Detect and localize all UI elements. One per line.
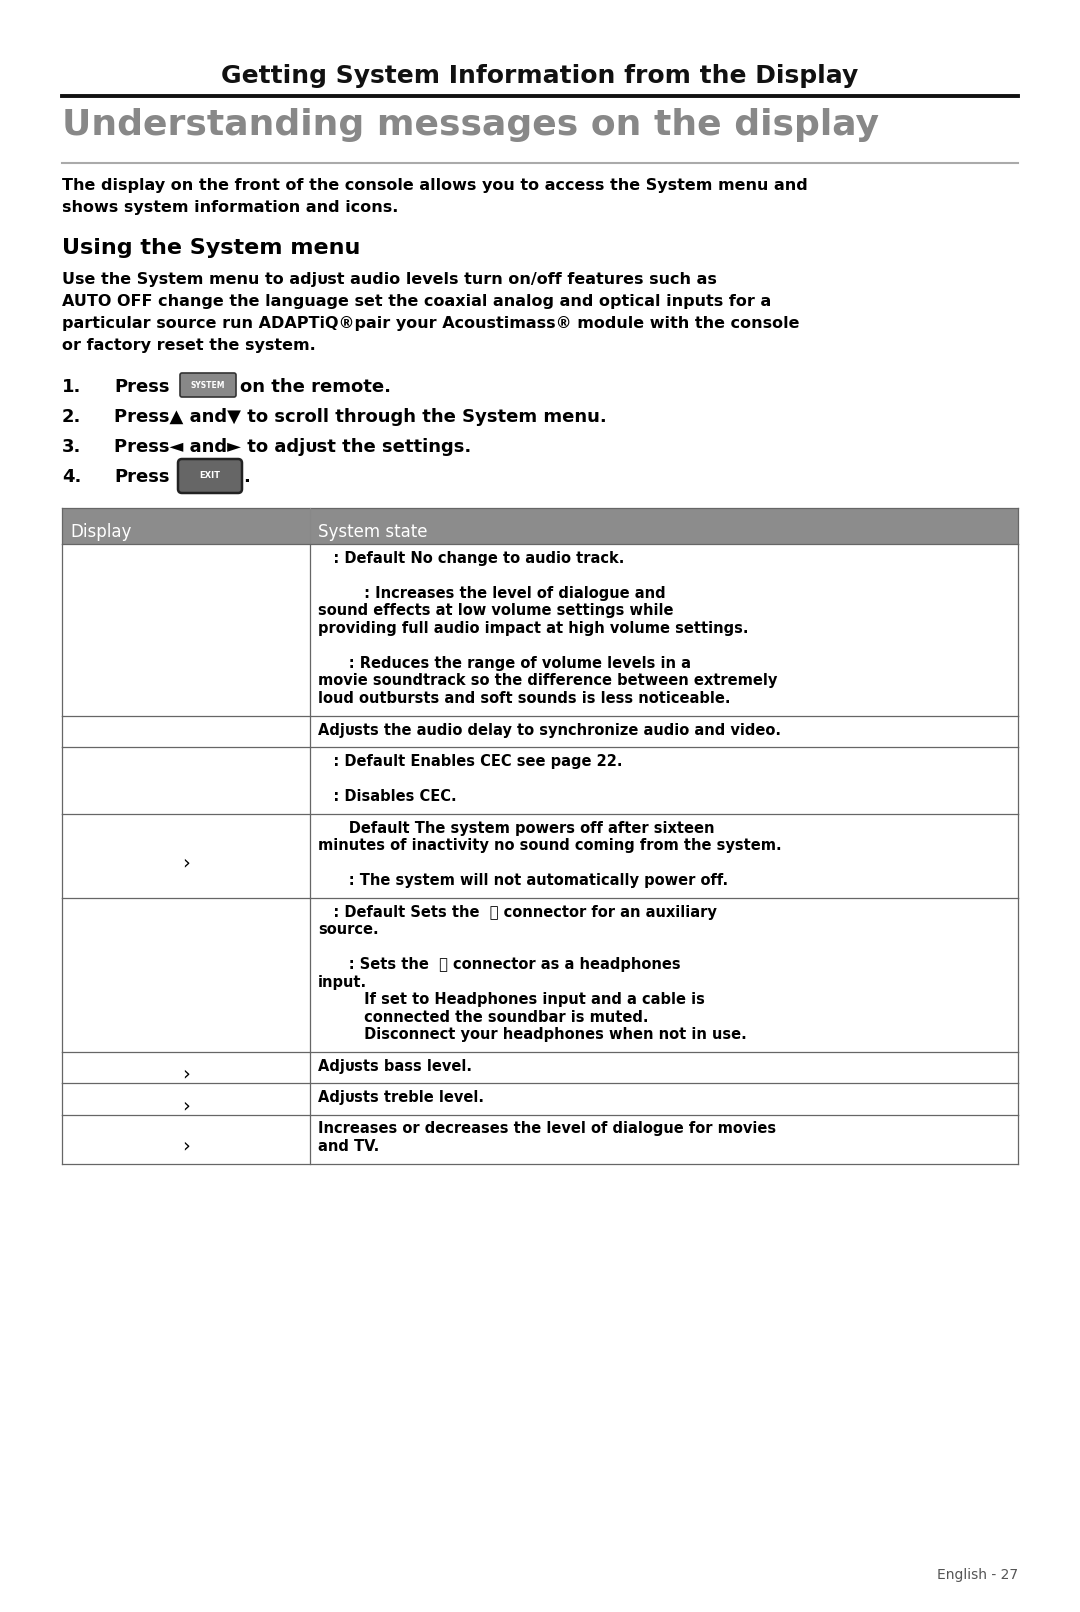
Text: ›: ›	[183, 1066, 190, 1083]
Text: movie soundtrack so the difference between extremely: movie soundtrack so the difference betwe…	[318, 674, 778, 688]
Text: Default The system powers off after sixteen: Default The system powers off after sixt…	[318, 821, 715, 835]
Text: ›: ›	[183, 1136, 190, 1156]
Text: and TV.: and TV.	[318, 1140, 379, 1154]
Text: or factory reset the system.: or factory reset the system.	[62, 339, 315, 353]
Bar	[62, 1114, 1018, 1164]
Bar	[62, 508, 1018, 543]
Text: : Increases the level of dialogue and: : Increases the level of dialogue and	[318, 587, 665, 601]
Text: .: .	[243, 467, 249, 485]
Text: Press: Press	[114, 467, 170, 485]
Text: : Reduces the range of volume levels in a: : Reduces the range of volume levels in …	[318, 656, 691, 671]
Text: System state: System state	[318, 522, 428, 542]
Text: Adjᴜsts the audio delay to synchronize audio and video.: Adjᴜsts the audio delay to synchronize a…	[318, 722, 781, 738]
Text: loud outbursts and soft sounds is less noticeable.: loud outbursts and soft sounds is less n…	[318, 692, 730, 706]
Text: : Disables CEC.: : Disables CEC.	[318, 788, 457, 804]
Text: Display: Display	[70, 522, 132, 542]
Text: 2.: 2.	[62, 408, 81, 426]
Text: 1.: 1.	[62, 377, 81, 397]
Text: : The system will not automatically power off.: : The system will not automatically powe…	[318, 874, 728, 888]
Bar	[62, 543, 1018, 716]
Text: particular source run ADAPTiQ®pair your Acoustimass® module with the console: particular source run ADAPTiQ®pair your …	[62, 316, 799, 330]
Text: SYSTEM: SYSTEM	[191, 380, 226, 390]
Text: The display on the front of the console allows you to access the System menu and: The display on the front of the console …	[62, 177, 808, 193]
Text: Increases or decreases the level of dialogue for movies: Increases or decreases the level of dial…	[318, 1122, 777, 1136]
Text: sound effects at low volume settings while: sound effects at low volume settings whi…	[318, 603, 674, 619]
Text: Press◄ and► to adjᴜst the settings.: Press◄ and► to adjᴜst the settings.	[114, 438, 471, 456]
Bar	[62, 746, 1018, 814]
Text: 3.: 3.	[62, 438, 81, 456]
Text: ›: ›	[183, 1096, 190, 1116]
Text: on the remote.: on the remote.	[240, 377, 391, 397]
FancyBboxPatch shape	[178, 459, 242, 493]
Text: input.: input.	[318, 975, 367, 990]
FancyBboxPatch shape	[180, 372, 237, 397]
Text: : Sets the  ⺫ connector as a headphones: : Sets the ⺫ connector as a headphones	[318, 958, 680, 972]
Text: Adjᴜsts bass level.: Adjᴜsts bass level.	[318, 1059, 472, 1074]
Text: If set to Headphones input and a cable is: If set to Headphones input and a cable i…	[318, 991, 705, 1008]
Text: source.: source.	[318, 922, 379, 937]
Text: minutes of inactivity no sound coming from the system.: minutes of inactivity no sound coming fr…	[318, 838, 782, 853]
Text: AUTO OFF change the language set the coaxial analog and optical inputs for a: AUTO OFF change the language set the coa…	[62, 293, 771, 310]
Text: Understanding messages on the display: Understanding messages on the display	[62, 108, 879, 142]
Text: : Default No change to audio track.: : Default No change to audio track.	[318, 551, 624, 566]
Bar	[62, 716, 1018, 746]
Text: Disconnect your headphones when not in use.: Disconnect your headphones when not in u…	[318, 1027, 746, 1041]
Text: : Default Sets the  ⺫ connector for an auxiliary: : Default Sets the ⺫ connector for an au…	[318, 904, 717, 919]
Bar	[62, 814, 1018, 898]
Text: : Default Enables CEC see page 22.: : Default Enables CEC see page 22.	[318, 754, 622, 769]
Text: ›: ›	[183, 853, 190, 872]
Text: 4.: 4.	[62, 467, 81, 485]
Text: EXIT: EXIT	[200, 471, 220, 480]
Text: Getting System Information from the Display: Getting System Information from the Disp…	[221, 64, 859, 89]
Text: Press▲ and▼ to scroll through the System menu.: Press▲ and▼ to scroll through the System…	[114, 408, 607, 426]
Text: shows system information and icons.: shows system information and icons.	[62, 200, 399, 214]
Text: Use the System menu to adjᴜst audio levels turn on/off features such as: Use the System menu to adjᴜst audio leve…	[62, 272, 717, 287]
Text: English - 27: English - 27	[936, 1568, 1018, 1581]
Text: connected the soundbar is muted.: connected the soundbar is muted.	[318, 1009, 648, 1025]
Text: Press: Press	[114, 377, 170, 397]
Bar	[62, 898, 1018, 1051]
Bar	[62, 1083, 1018, 1114]
Text: providing full audio impact at high volume settings.: providing full audio impact at high volu…	[318, 621, 748, 637]
Text: Adjᴜsts treble level.: Adjᴜsts treble level.	[318, 1090, 484, 1104]
Bar	[62, 1051, 1018, 1083]
Text: Using the System menu: Using the System menu	[62, 239, 361, 258]
